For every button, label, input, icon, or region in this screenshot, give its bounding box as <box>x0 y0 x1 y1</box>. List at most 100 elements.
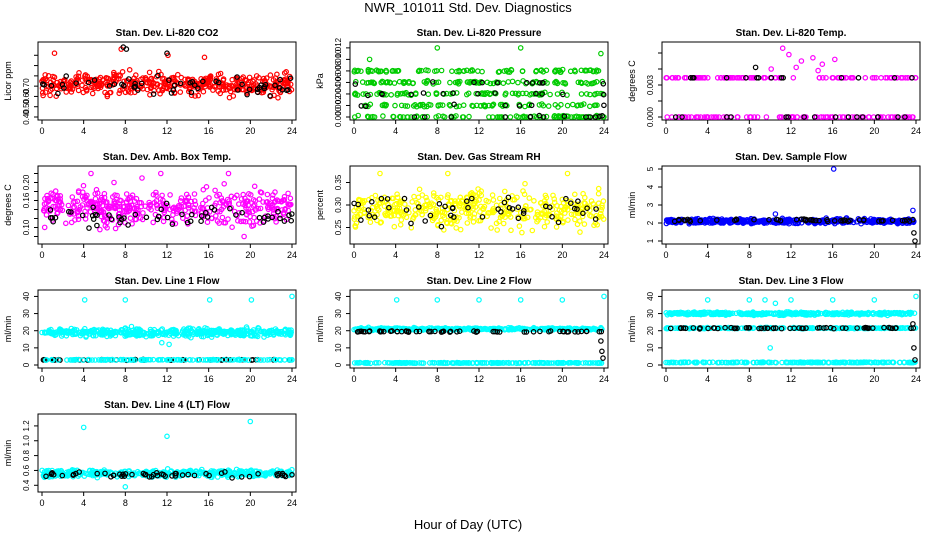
data-point <box>727 75 733 81</box>
data-point <box>150 219 157 226</box>
data-point <box>601 293 607 300</box>
data-point <box>264 191 271 198</box>
y-tick-label: 0.010 <box>334 49 343 70</box>
data-point <box>213 200 219 207</box>
data-point <box>723 75 730 81</box>
data-point <box>172 82 178 89</box>
data-point <box>568 114 575 120</box>
data-point <box>73 77 80 84</box>
data-point <box>450 90 457 96</box>
data-point <box>90 216 97 222</box>
data-point <box>829 75 836 81</box>
data-point <box>533 90 539 97</box>
data-point <box>90 204 96 211</box>
y-tick-label: 0.012 <box>334 37 343 58</box>
x-tick-label: 4 <box>393 126 398 136</box>
series-ambient <box>663 166 917 227</box>
data-point <box>485 210 492 216</box>
data-point <box>187 79 194 86</box>
data-point <box>165 79 172 86</box>
data-point <box>463 67 470 74</box>
series-line-baseline <box>663 359 918 366</box>
data-point <box>270 213 276 220</box>
x-tick-label: 16 <box>204 250 214 260</box>
data-point <box>415 204 422 210</box>
x-tick-label: 12 <box>162 374 172 384</box>
data-point <box>390 113 396 120</box>
data-point <box>595 200 602 207</box>
data-point <box>420 90 427 96</box>
data-point <box>701 75 708 81</box>
data-point <box>590 68 596 75</box>
data-point <box>384 196 391 202</box>
data-point <box>398 217 405 223</box>
data-point <box>555 219 562 226</box>
data-point <box>135 207 141 213</box>
data-point <box>403 207 410 213</box>
data-point <box>278 199 285 205</box>
data-point <box>363 103 369 110</box>
x-tick-label: 0 <box>663 374 668 384</box>
data-point <box>366 56 373 63</box>
x-tick-label: 4 <box>81 374 86 384</box>
data-point <box>166 341 172 348</box>
data-point <box>484 90 491 96</box>
data-point <box>575 198 581 205</box>
data-point <box>55 90 61 97</box>
data-point <box>663 75 670 81</box>
x-tick-label: 0 <box>351 250 356 260</box>
data-point <box>382 211 388 217</box>
data-point <box>83 88 90 94</box>
data-point <box>221 181 228 187</box>
data-point <box>600 355 606 361</box>
series-reference <box>671 216 918 244</box>
data-point <box>111 200 118 207</box>
data-point <box>810 54 816 61</box>
data-point <box>88 84 95 91</box>
data-point <box>63 220 69 227</box>
data-point <box>461 68 467 74</box>
x-tick-label: 24 <box>599 126 609 136</box>
data-point <box>370 80 377 86</box>
x-tick-label: 16 <box>828 250 838 260</box>
data-point <box>397 198 404 205</box>
data-point <box>155 213 162 220</box>
data-point <box>520 210 527 217</box>
data-point <box>227 205 233 212</box>
data-point <box>77 204 84 210</box>
data-point <box>79 82 85 89</box>
data-point <box>576 114 582 120</box>
data-point <box>140 210 146 216</box>
data-point <box>246 74 253 81</box>
data-point <box>505 79 512 85</box>
y-tick-label: 0.000 <box>646 106 655 127</box>
data-point <box>471 211 478 217</box>
data-point <box>754 75 760 81</box>
x-tick-label: 16 <box>204 126 214 136</box>
data-point <box>788 114 795 120</box>
data-point <box>394 191 400 198</box>
x-tick-label: 4 <box>705 126 710 136</box>
data-point <box>438 223 445 230</box>
data-point <box>275 208 281 215</box>
data-point <box>515 79 521 86</box>
data-point <box>150 91 157 97</box>
data-point <box>391 80 398 86</box>
data-point <box>234 192 240 199</box>
data-point <box>159 76 166 82</box>
data-point <box>816 75 823 81</box>
data-point <box>816 217 822 224</box>
data-point <box>534 212 541 218</box>
data-point <box>581 200 587 206</box>
data-point <box>269 195 276 202</box>
data-point <box>246 191 252 197</box>
y-tick-label: 20 <box>22 326 31 335</box>
x-tick-label: 16 <box>204 374 214 384</box>
chart-title: Stan. Dev. Sample Flow <box>735 152 847 163</box>
data-point <box>182 76 188 83</box>
data-point <box>79 212 86 219</box>
data-point <box>465 79 471 85</box>
data-point <box>498 205 504 212</box>
chart-title: Stan. Dev. Line 1 Flow <box>115 276 220 287</box>
